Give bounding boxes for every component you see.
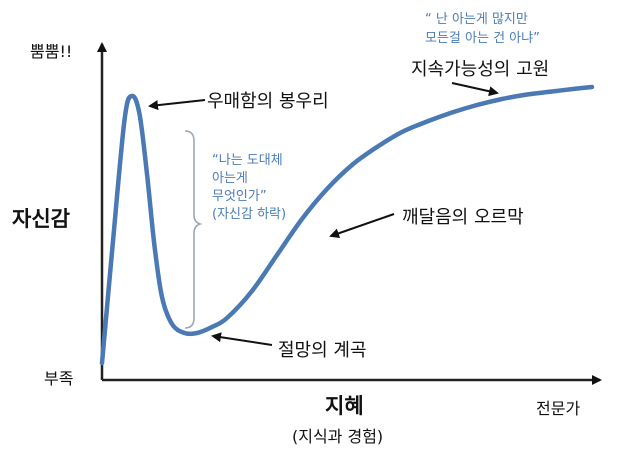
confidence-curve — [99, 84, 595, 366]
y-axis-title: 자신감 — [12, 207, 70, 231]
drop-bracket — [184, 130, 203, 329]
valley-arrow — [211, 332, 273, 346]
valley-label: 절망의 계곡 — [278, 340, 367, 361]
expert-note-line-1: “ 난 아는게 많지만 — [425, 12, 528, 27]
plateau-label: 지속가능성의 고원 — [411, 59, 549, 80]
plateau-arrow — [451, 82, 499, 97]
doubt-note-line-3: 무엇인가” — [212, 189, 267, 204]
doubt-note-line-4: (자신감 하락) — [212, 207, 286, 222]
y-high-label: 뿜뿜!! — [30, 42, 72, 61]
doubt-note-line-2: 아는게 — [212, 171, 248, 186]
x-end-label: 전문가 — [536, 399, 580, 418]
expert-note-line-2: 모든걸 아는 건 아냐” — [425, 31, 540, 46]
x-axis-subtitle: (지식과 경험) — [292, 427, 383, 446]
slope-label: 깨달음의 오르막 — [402, 207, 524, 228]
peak-arrow — [148, 99, 206, 111]
doubt-note-line-1: “나는 도대체 — [212, 153, 283, 168]
slope-arrow — [329, 213, 395, 239]
peak-label: 우매함의 봉우리 — [207, 91, 329, 112]
x-axis-title: 지혜 — [325, 394, 364, 418]
y-low-label: 부족 — [44, 369, 73, 388]
